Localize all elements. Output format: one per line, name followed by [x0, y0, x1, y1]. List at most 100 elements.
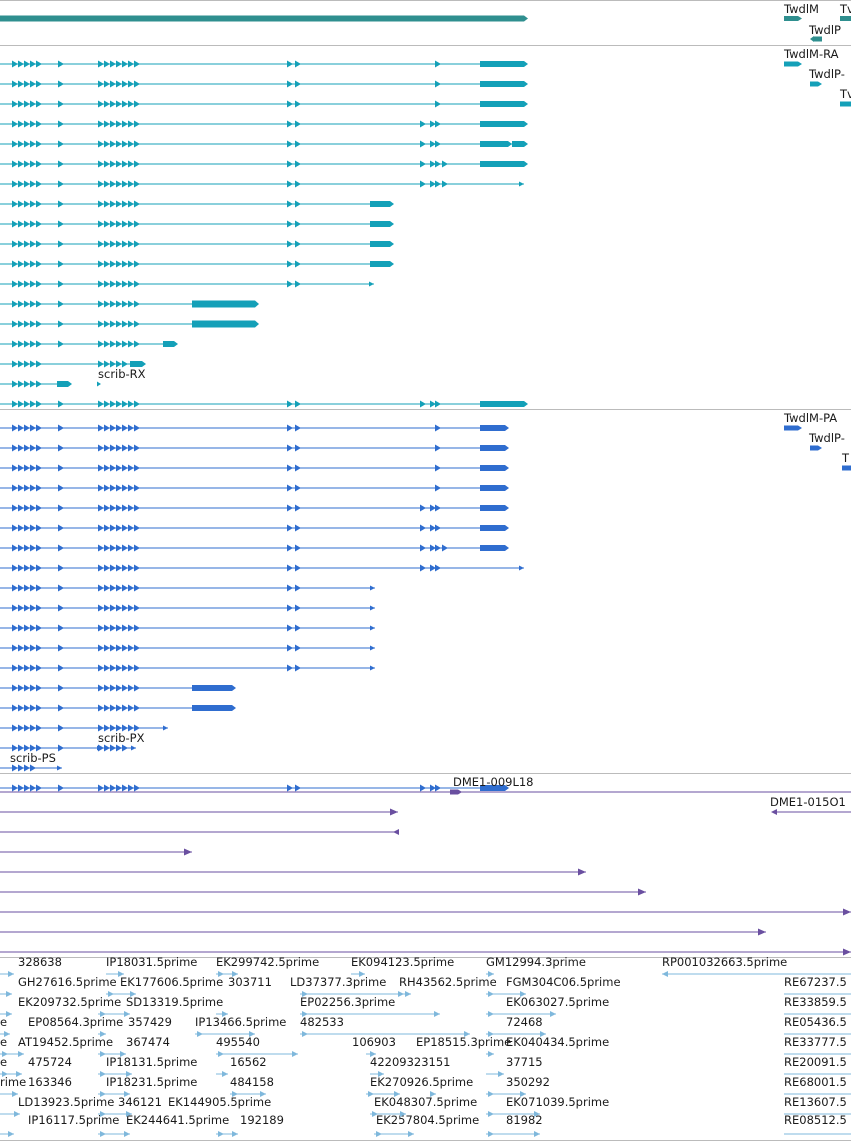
exon-arrow — [30, 444, 36, 452]
feature-label: RE13607.5 — [784, 1095, 847, 1109]
exon-arrow — [12, 80, 18, 88]
exon-arrow — [116, 564, 122, 572]
exon-arrow — [24, 260, 30, 268]
exon-arrow — [98, 784, 104, 792]
feature-label: IP13466.5prime — [195, 1015, 286, 1029]
exon-arrow — [134, 424, 140, 432]
exon-arrow — [98, 684, 104, 692]
exon-arrow — [58, 160, 64, 168]
exon-arrow — [116, 484, 122, 492]
feature-label: e — [0, 1015, 7, 1029]
exon-arrow — [30, 300, 36, 308]
exon-arrow — [232, 971, 238, 977]
exon-arrow — [24, 684, 30, 692]
exon-block — [480, 101, 524, 107]
feature-label: RE68001.5 — [784, 1075, 847, 1089]
exon-arrow — [24, 704, 30, 712]
exon-arrow — [430, 140, 436, 148]
exon-arrow — [120, 1051, 126, 1057]
exon-arrow — [287, 140, 293, 148]
exon-arrow — [116, 444, 122, 452]
exon-arrow — [116, 584, 122, 592]
exon-arrow — [58, 400, 64, 408]
exon-arrow — [134, 784, 140, 792]
feature-label: EK270926.5prime — [370, 1075, 473, 1089]
exon-arrow — [116, 360, 122, 368]
exon-arrow — [295, 260, 301, 268]
exon-arrow — [36, 524, 42, 532]
exon-arrow — [122, 260, 128, 268]
exon-arrow — [488, 1091, 494, 1097]
feature-label: AT19452.5prime — [18, 1035, 113, 1049]
exon-arrow — [110, 80, 116, 88]
exon-arrow — [430, 180, 436, 188]
exon-arrow — [24, 340, 30, 348]
exon-block — [480, 505, 505, 511]
exon-arrow — [58, 60, 64, 68]
exon-arrow — [128, 644, 134, 652]
exon-arrow — [30, 744, 36, 752]
exon-arrow — [36, 424, 42, 432]
exon-arrow — [30, 200, 36, 208]
exon-arrow — [295, 524, 301, 532]
exon-block — [480, 445, 505, 451]
exon-arrow — [122, 100, 128, 108]
exon-arrow — [18, 664, 24, 672]
exon-arrow — [408, 1131, 414, 1137]
exon-arrow — [30, 624, 36, 632]
exon-arrow — [287, 260, 293, 268]
exon-arrow — [295, 504, 301, 512]
feature-label: TwdlP- — [808, 431, 845, 445]
exon-arrow — [435, 160, 441, 168]
feature-label: EK299742.5prime — [216, 955, 319, 969]
exon-block — [810, 81, 818, 87]
feature-label: DME1-009L18 — [453, 775, 534, 789]
exon-arrow — [110, 200, 116, 208]
exon-arrow — [370, 625, 375, 631]
exon-arrow — [58, 564, 64, 572]
exon-arrow — [122, 220, 128, 228]
exon-arrow — [98, 180, 104, 188]
exon-arrow — [12, 380, 18, 388]
exon-arrow — [122, 240, 128, 248]
exon-arrow — [128, 320, 134, 328]
exon-arrow — [108, 991, 114, 997]
exon-arrow — [98, 564, 104, 572]
exon-arrow — [16, 1071, 22, 1077]
feature-label: TwdlP — [808, 23, 841, 37]
exon-arrow — [30, 120, 36, 128]
exon-arrow — [771, 809, 777, 815]
exon-arrow — [24, 544, 30, 552]
exon-arrow — [18, 100, 24, 108]
feature-label: EP02256.3prime — [300, 995, 395, 1009]
exon-arrow — [110, 504, 116, 512]
feature-label: RE33777.5 — [784, 1035, 847, 1049]
exon-arrow — [30, 644, 36, 652]
exon-arrow — [218, 1051, 224, 1057]
exon-arrow — [36, 160, 42, 168]
exon-arrow — [12, 400, 18, 408]
exon-arrow — [110, 624, 116, 632]
exon-arrow — [287, 504, 293, 512]
exon-block — [840, 101, 851, 107]
exon-arrow — [128, 704, 134, 712]
feature-label: FGM304C06.5prime — [506, 975, 621, 989]
exon-arrow — [442, 160, 448, 168]
exon-arrow — [110, 584, 116, 592]
exon-arrow — [24, 160, 30, 168]
exon-arrow — [116, 400, 122, 408]
exon-arrow — [134, 160, 140, 168]
exon-arrow — [12, 744, 18, 752]
exon-arrow — [116, 180, 122, 188]
exon-arrow — [12, 1091, 18, 1097]
exon-block-tip — [524, 161, 528, 167]
exon-arrow — [58, 340, 64, 348]
exon-arrow — [30, 784, 36, 792]
feature-label: TwdlM — [783, 2, 819, 16]
exon-arrow — [98, 60, 104, 68]
exon-arrow — [18, 744, 24, 752]
clone-end — [578, 868, 586, 876]
exon-arrow — [18, 524, 24, 532]
exon-arrow — [24, 100, 30, 108]
exon-arrow — [488, 991, 494, 997]
